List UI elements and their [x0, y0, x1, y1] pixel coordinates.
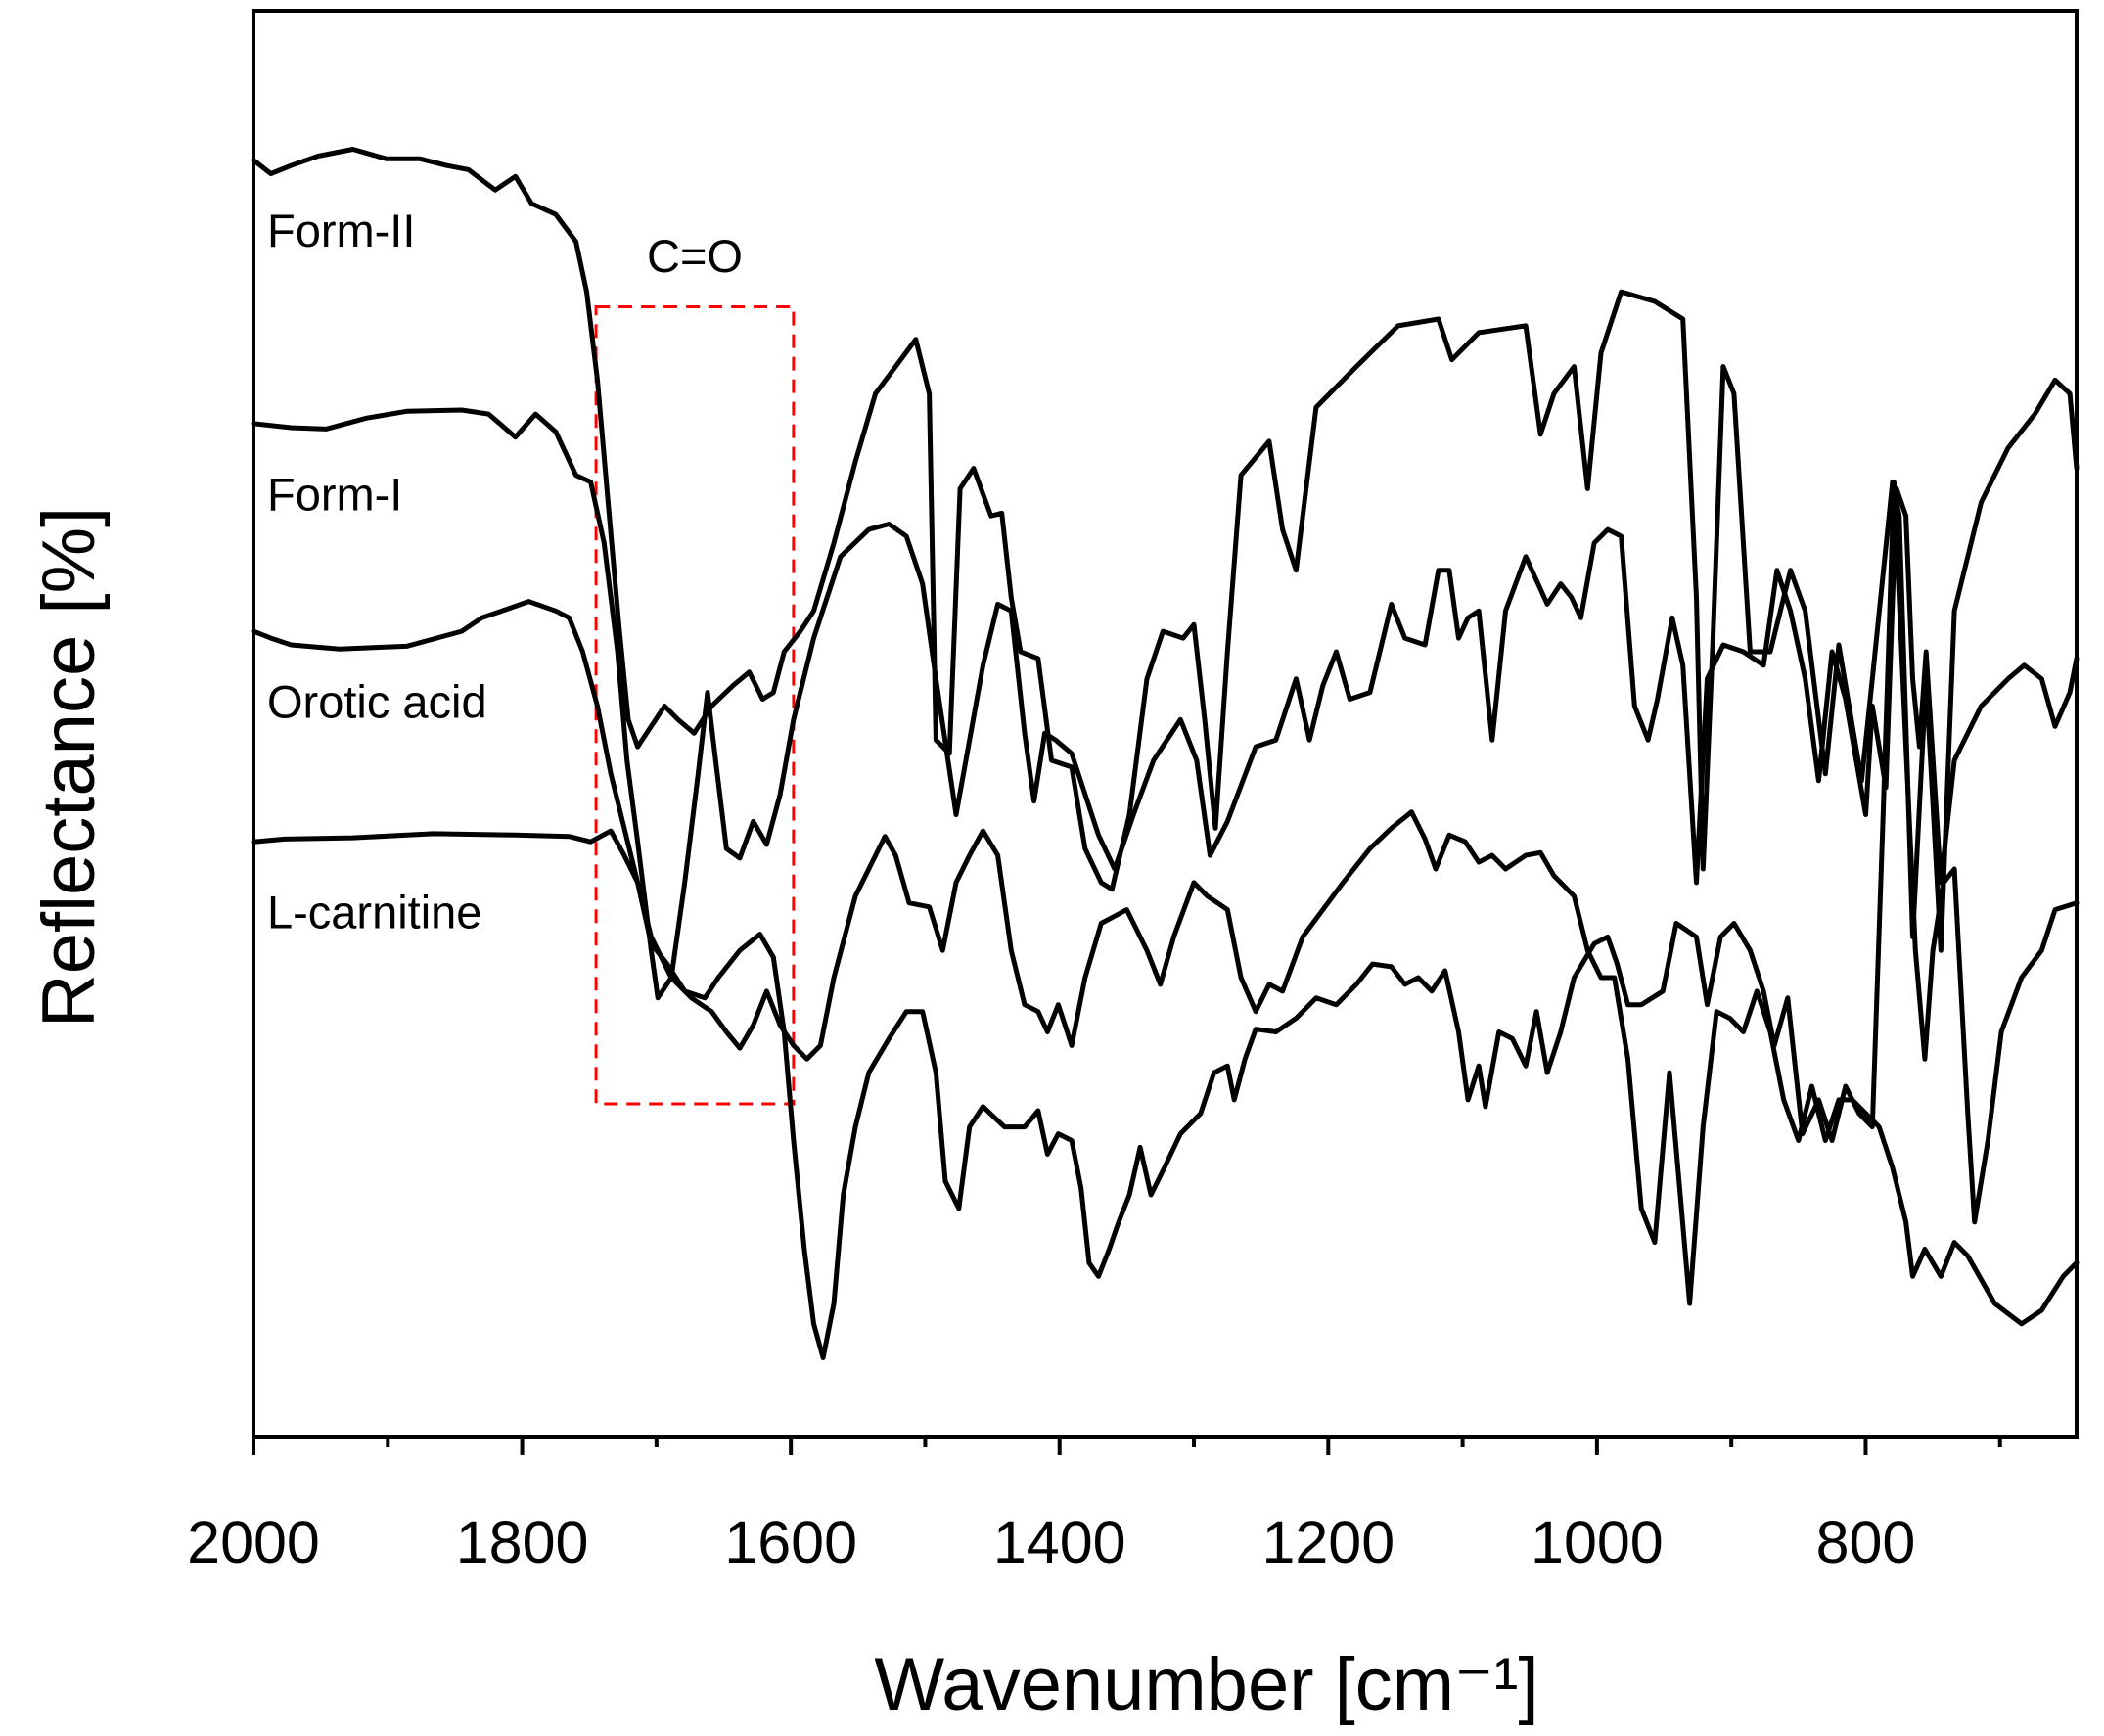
series-label: Orotic acid [267, 676, 487, 728]
spectrum-line [251, 407, 2080, 1001]
x-tick-label: 2000 [187, 1509, 320, 1576]
x-tick-label: 1000 [1531, 1509, 1664, 1576]
x-axis-label: Wavenumber [cm⁻¹] [874, 1643, 1538, 1726]
y-axis-label: Reflectance [%] [27, 507, 111, 1028]
series-label: L-carnitine [267, 887, 481, 938]
spectrum-line [251, 599, 2080, 1327]
x-tick-label: 800 [1816, 1509, 1916, 1576]
spectrum-line [251, 480, 2080, 1360]
x-tick-label: 1600 [724, 1509, 857, 1576]
x-tick-label: 1800 [456, 1509, 589, 1576]
plot-frame [252, 9, 2079, 1439]
spectrum-line [251, 147, 2080, 953]
series-label: Form-I [267, 468, 402, 520]
series-label: Form-II [267, 205, 415, 256]
highlight-label: C=O [647, 230, 743, 282]
x-tick-label: 1400 [993, 1509, 1126, 1576]
highlight-box [594, 305, 796, 1106]
x-tick-label: 1200 [1261, 1509, 1395, 1576]
